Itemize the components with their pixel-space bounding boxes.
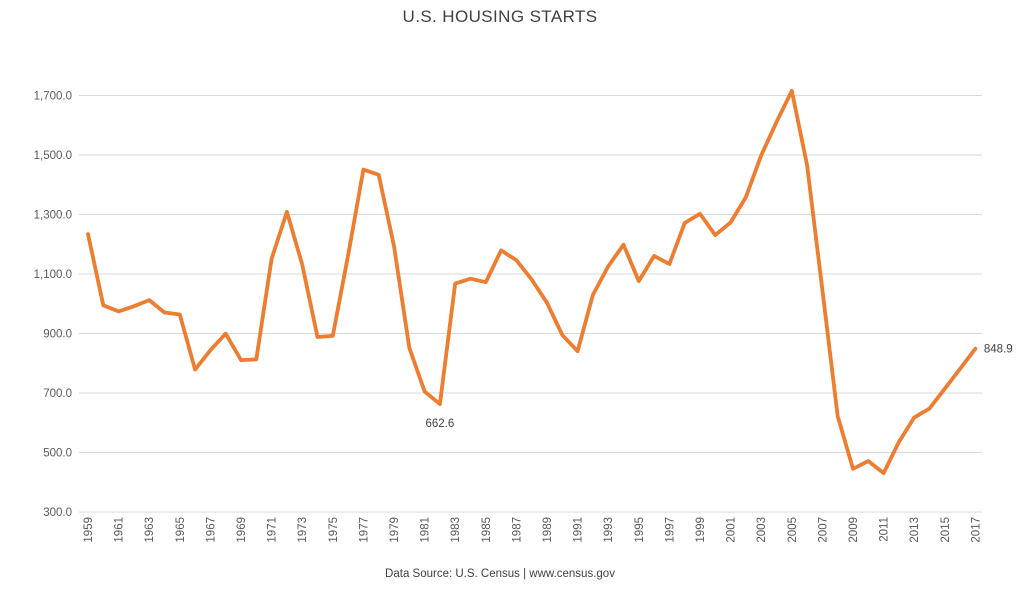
x-axis-tick-label: 2013 xyxy=(909,517,921,543)
x-axis-tick-label: 2003 xyxy=(756,517,768,543)
x-axis-tick-label: 1961 xyxy=(114,517,126,543)
y-axis-tick-label: 900.0 xyxy=(43,329,72,341)
y-axis-tick-label: 500.0 xyxy=(43,448,72,460)
data-label-1982: 662.6 xyxy=(426,418,455,430)
x-axis-tick-label: 1977 xyxy=(358,517,370,543)
x-axis-tick-label: 1979 xyxy=(389,517,401,543)
x-axis-tick-label: 1969 xyxy=(236,517,248,543)
x-axis-tick-label: 1965 xyxy=(175,517,187,543)
x-axis-tick-label: 1959 xyxy=(83,517,95,543)
x-axis-tick-label: 2001 xyxy=(726,517,738,543)
y-axis-tick-label: 1,100.0 xyxy=(34,269,72,281)
x-axis-tick-label: 1997 xyxy=(664,517,676,543)
y-axis-tick-label: 700.0 xyxy=(43,388,72,400)
x-axis-tick-label: 1987 xyxy=(511,517,523,543)
x-axis-tick-label: 2005 xyxy=(787,517,799,543)
x-axis-tick-label: 1989 xyxy=(542,517,554,543)
y-axis-tick-label: 1,700.0 xyxy=(34,91,72,103)
data-label-2017: 848.9 xyxy=(984,344,1013,356)
x-axis-tick-label: 1983 xyxy=(450,517,462,543)
data-source-caption: Data Source: U.S. Census | www.census.go… xyxy=(385,568,615,580)
x-axis-tick-label: 2015 xyxy=(940,517,952,543)
y-axis-tick-label: 300.0 xyxy=(43,507,72,519)
x-axis-tick-label: 2011 xyxy=(879,517,891,542)
x-axis-tick-label: 2007 xyxy=(817,517,829,543)
y-axis-tick-label: 1,500.0 xyxy=(34,150,72,162)
x-axis-tick-label: 1971 xyxy=(267,517,279,543)
y-axis-tick-label: 1,300.0 xyxy=(34,210,72,222)
x-axis-tick-label: 1995 xyxy=(634,517,646,543)
x-axis-tick-label: 1967 xyxy=(205,517,217,543)
x-axis-tick-label: 1999 xyxy=(695,517,707,543)
x-axis-tick-label: 2017 xyxy=(970,517,982,543)
x-axis-tick-label: 1975 xyxy=(328,517,340,543)
series-line xyxy=(86,88,978,475)
x-axis-tick-label: 1963 xyxy=(144,517,156,543)
x-axis-tick-label: 1973 xyxy=(297,517,309,543)
x-axis-tick-label: 1991 xyxy=(573,517,585,543)
x-axis-tick-label: 1985 xyxy=(481,517,493,543)
x-axis-tick-label: 1981 xyxy=(420,517,432,543)
x-axis-tick-label: 2009 xyxy=(848,517,860,543)
x-axis-tick-label: 1993 xyxy=(603,517,615,543)
chart-title: U.S. HOUSING STARTS xyxy=(402,7,598,26)
